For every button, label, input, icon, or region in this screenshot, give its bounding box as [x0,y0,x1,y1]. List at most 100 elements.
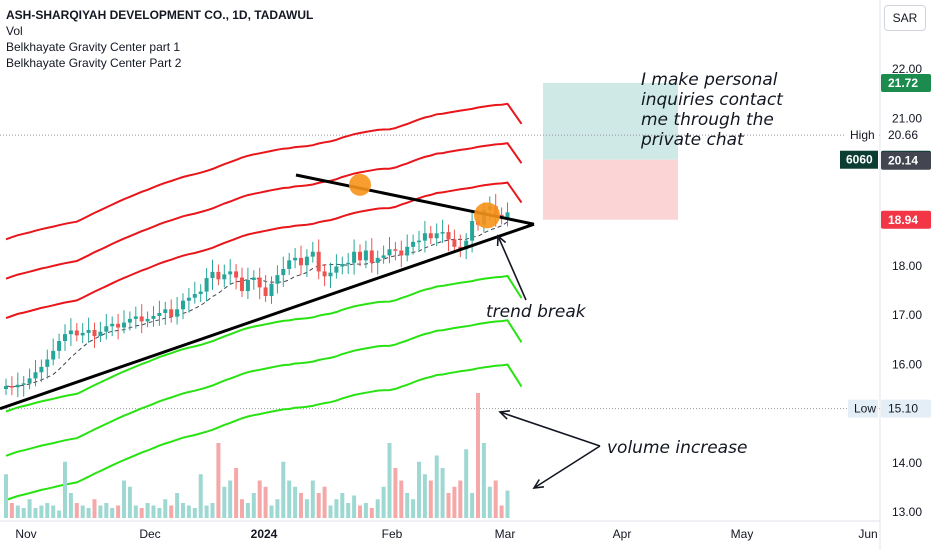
target-price-label-bg [881,73,931,92]
prev-close-label-bg [881,151,931,170]
markers [349,173,500,229]
candle-body [216,271,221,280]
candle-body [234,271,239,278]
candle-body [299,257,303,266]
target-zone [543,82,678,160]
candle-body [251,277,256,281]
candle-body [316,251,321,272]
candle-body [269,283,274,297]
volume-bar [151,505,156,518]
band-lower-1 [5,274,523,413]
candle-body [4,386,8,389]
candle-body [434,233,439,239]
candle-body [387,249,392,256]
volume-bar [86,508,91,518]
candle-body [275,275,280,284]
time-tick: Apr [613,527,632,541]
volume-bar [186,505,191,518]
volume-bars [4,393,510,518]
volume-bar [222,486,227,518]
volume-bar [417,461,421,518]
volume-bar [157,508,162,518]
volume-bar [263,486,268,518]
candle-body [15,384,20,388]
volume-increase-label: volume increase [607,438,747,458]
stop-price-label: 18.94 [888,213,918,227]
volume-arrow-2-head [532,479,545,489]
indicator-vol[interactable]: Vol [6,24,23,38]
volume-bar [446,493,451,518]
candles [4,193,510,398]
candle-body [104,326,109,332]
volume-bar [310,480,315,518]
volume-bar [21,508,26,518]
volume-bar [228,480,233,518]
candle-body [9,386,14,388]
volume-bar [275,499,280,518]
candle-body [263,287,268,297]
candle-body [186,297,191,301]
volume-bar [470,493,475,518]
candle-body [405,246,410,256]
volume-bar [481,443,486,518]
candle-body [328,272,333,277]
volume-bar [375,499,380,518]
note-line: inquiries contact [641,90,784,110]
candle-body [257,277,262,288]
high-price-label: 20.66 [888,128,918,142]
candle-body [74,330,79,336]
low-tag-bg [848,399,878,418]
candle-body [340,264,345,267]
volume-bar [358,505,362,518]
candle-body [110,323,115,327]
price-tick: 22.00 [892,62,922,76]
volume-bar [334,499,339,518]
candle-body [287,260,292,269]
candle-body [21,383,26,385]
volume-bar [210,503,215,518]
candle-body [210,271,215,279]
band-upper-3 [5,102,523,241]
candle-body [322,271,327,277]
volume-bar [487,486,492,518]
candle-body [51,350,56,360]
time-tick: Feb [382,527,403,541]
volume-bar [192,508,197,518]
high-price-label-bg [881,126,931,145]
stop-price-label-bg [881,210,931,229]
candle-body [464,240,469,250]
indicator-gravity-1[interactable]: Belkhayate Gravity Center part 1 [6,40,181,54]
candle-body [310,251,315,257]
volume-bar [458,480,463,518]
candle-body [86,329,91,333]
volume-bar [352,495,357,518]
volume-bar [399,480,404,518]
prev-close-label: 20.14 [888,154,918,168]
volume-bar [505,490,510,518]
candle-body [39,366,44,373]
candle-body [352,251,357,263]
indicator-gravity-2[interactable]: Belkhayate Gravity Center Part 2 [6,56,182,70]
volume-bar [304,499,309,518]
volume-bar [204,505,209,518]
volume-bar [27,499,32,518]
candle-body [175,309,180,317]
symbol-title[interactable]: ASH-SHARQIYAH DEVELOPMENT CO., 1D, TADAW… [6,8,314,22]
note-line: I make personal [641,70,778,90]
candle-body [145,318,150,322]
candle-body [80,332,85,336]
candle-body [428,233,433,239]
volume-bar [499,505,504,518]
touch-marker [349,173,371,196]
volume-bar [80,505,85,518]
volume-bar [299,493,303,518]
currency-button[interactable]: SAR [884,5,926,31]
volume-bar [346,503,351,518]
volume-bar [110,508,115,518]
candle-body [68,330,73,335]
candle-body [458,246,463,250]
candle-body [505,212,510,219]
candle-body [122,322,126,328]
